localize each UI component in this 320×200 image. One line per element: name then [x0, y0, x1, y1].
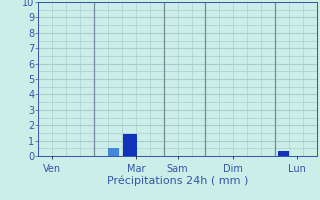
Bar: [278, 151, 289, 156]
X-axis label: Précipitations 24h ( mm ): Précipitations 24h ( mm ): [107, 175, 248, 186]
Bar: [123, 134, 137, 156]
Bar: [108, 148, 119, 156]
